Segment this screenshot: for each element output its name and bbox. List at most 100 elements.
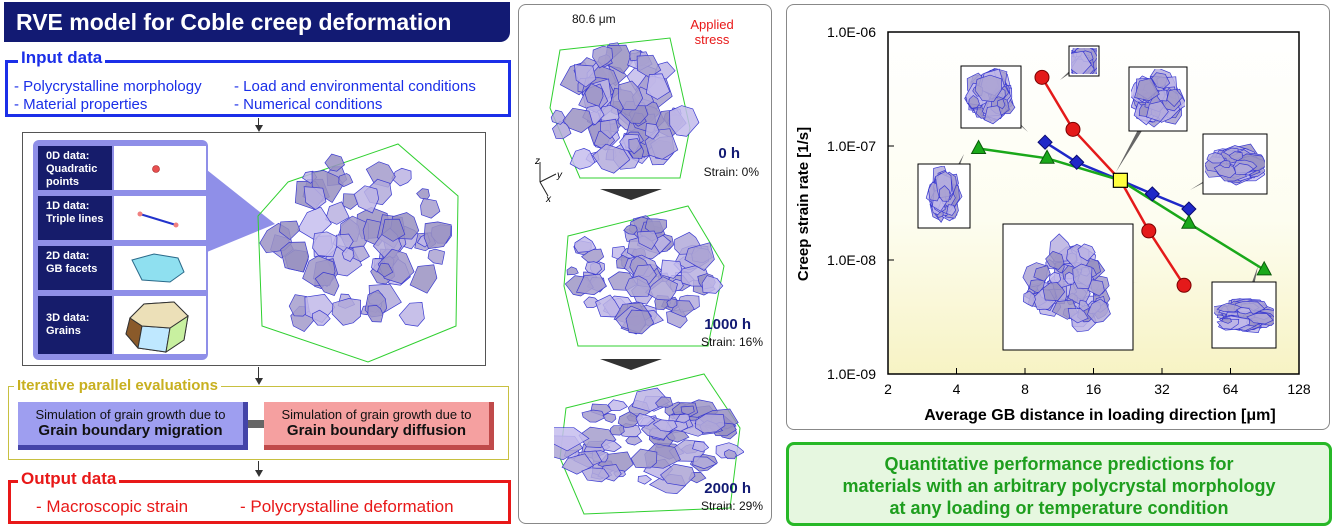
x-tick-label: 16 xyxy=(1086,381,1102,397)
size-label: 80.6 μm xyxy=(572,12,616,26)
x-tick-label: 128 xyxy=(1287,381,1311,397)
flow-arrow-head xyxy=(255,470,263,477)
x-tick-label: 2 xyxy=(884,381,892,397)
x-axis-label: Average GB distance in loading direction… xyxy=(924,407,1275,424)
thumbnail-image xyxy=(1211,281,1277,349)
input-data-box xyxy=(5,60,511,117)
y-axis-label: Creep strain rate [1/s] xyxy=(795,127,812,281)
time-arrow xyxy=(600,189,662,200)
data-point xyxy=(970,139,987,155)
output-data-title: Output data xyxy=(18,469,120,489)
data-point xyxy=(1176,277,1192,293)
stress-label-line: stress xyxy=(694,32,730,47)
strain-label-0: Strain: 0% xyxy=(703,165,759,179)
quadratic-point-image xyxy=(114,146,206,190)
iterative-title: Iterative parallel evaluations xyxy=(14,377,221,394)
data-point xyxy=(1065,121,1081,137)
x-tick-label: 64 xyxy=(1223,381,1239,397)
x-tick-label: 32 xyxy=(1154,381,1170,397)
data-label-0d: 0D data: Quadratic points xyxy=(38,146,112,190)
thumbnail-image xyxy=(960,65,1022,129)
data-point xyxy=(1256,260,1273,276)
grain-aggregate-image xyxy=(257,143,459,363)
conclusion-line: at any loading or temperature condition xyxy=(889,498,1229,518)
sim-name: Grain boundary migration xyxy=(38,422,223,439)
flow-arrow xyxy=(258,118,259,126)
data-point xyxy=(1039,149,1055,164)
flow-arrow-head xyxy=(255,125,263,132)
data-label-line: 2D data: xyxy=(46,250,90,262)
data-label-3d: 3D data: Grains xyxy=(38,296,112,354)
time-arrow xyxy=(600,359,662,370)
data-point xyxy=(1144,186,1160,202)
gb-facet-image xyxy=(114,246,206,290)
data-point xyxy=(1181,214,1197,229)
triple-line-image xyxy=(114,196,206,240)
time-label-1000: 1000 h xyxy=(704,316,751,333)
axis-y-label: y xyxy=(557,170,562,181)
input-item: - Load and environmental conditions xyxy=(234,78,476,95)
coupling-bar xyxy=(246,420,266,428)
flow-arrow xyxy=(258,367,259,379)
sim-description: Simulation of grain growth due to xyxy=(35,407,226,422)
x-tick-label: 4 xyxy=(953,381,961,397)
page-title: RVE model for Coble creep deformation xyxy=(4,2,510,42)
data-label-line: Grains xyxy=(46,325,81,337)
flow-arrow-head xyxy=(255,378,263,385)
flow-arrow xyxy=(258,461,259,471)
input-item: - Polycrystalline morphology xyxy=(14,78,202,95)
stress-label-line: Applied xyxy=(690,17,734,32)
data-label-line: 0D data: xyxy=(46,150,90,162)
data-item-0d: 0D data: Quadratic points xyxy=(38,146,206,190)
conclusion-line: Quantitative performance predictions for xyxy=(884,454,1234,474)
data-point xyxy=(1034,69,1050,85)
iterative-evaluation-box xyxy=(8,386,509,460)
data-point xyxy=(1037,134,1053,150)
data-label-line: points xyxy=(46,176,79,188)
thumbnail-image xyxy=(1002,223,1134,351)
output-data-box xyxy=(8,480,511,524)
applied-stress-label: Applied stress xyxy=(684,17,740,47)
output-item: - Polycrystalline deformation xyxy=(240,497,454,516)
thumbnail-image xyxy=(1202,133,1268,195)
time-label-0: 0 h xyxy=(718,145,740,162)
y-tick-label: 1.0E-06 xyxy=(827,24,876,40)
data-item-2d: 2D data: GB facets xyxy=(38,246,206,290)
data-item-1d: 1D data: Triple lines xyxy=(38,196,206,240)
sim-description: Simulation of grain growth due to xyxy=(281,407,472,422)
thumbnail-image xyxy=(1128,66,1188,132)
data-label-line: 3D data: xyxy=(46,312,90,324)
data-point xyxy=(1141,223,1157,239)
input-data-title: Input data xyxy=(18,48,106,68)
data-item-3d: 3D data: Grains xyxy=(38,296,206,354)
axes-triad-icon xyxy=(539,162,557,197)
y-tick-label: 1.0E-07 xyxy=(827,138,876,154)
strain-label-1000: Strain: 16% xyxy=(700,335,763,349)
data-label-line: 1D data: xyxy=(46,200,90,212)
output-item: - Macroscopic strain xyxy=(36,497,189,516)
grain-aggregate-1000h xyxy=(563,205,725,347)
sim-gb-diffusion: Simulation of grain growth due to Grain … xyxy=(264,402,494,450)
y-tick-label: 1.0E-09 xyxy=(827,366,876,382)
data-label-2d: 2D data: GB facets xyxy=(38,246,112,290)
data-point xyxy=(1069,154,1085,170)
grain-aggregate-0h xyxy=(549,37,700,179)
axis-x-label: x xyxy=(546,194,551,205)
data-label-1d: 1D data: Triple lines xyxy=(38,196,112,240)
input-item: - Numerical conditions xyxy=(234,96,383,113)
center-data-point xyxy=(1112,172,1128,188)
conclusion-line: materials with an arbitrary polycrystal … xyxy=(842,476,1276,496)
sim-gb-migration: Simulation of grain growth due to Grain … xyxy=(18,402,248,450)
conclusion-box: Quantitative performance predictions for… xyxy=(786,442,1332,526)
data-label-line: Triple lines xyxy=(46,213,104,225)
thumbnail-image xyxy=(917,163,971,229)
time-label-2000: 2000 h xyxy=(704,480,751,497)
thumbnail-image xyxy=(1068,45,1100,77)
sim-name: Grain boundary diffusion xyxy=(286,422,467,439)
strain-label-2000: Strain: 29% xyxy=(700,499,763,513)
x-tick-label: 8 xyxy=(1021,381,1029,397)
axis-z-label: z xyxy=(535,156,540,167)
y-tick-label: 1.0E-08 xyxy=(827,252,876,268)
creep-rate-chart: 2 4 8 16 32 64 128 1.0E-09 1.0E-08 1.0E-07 1.0E-06… xyxy=(795,24,1311,424)
grain-aggregate-2000h xyxy=(554,373,744,515)
